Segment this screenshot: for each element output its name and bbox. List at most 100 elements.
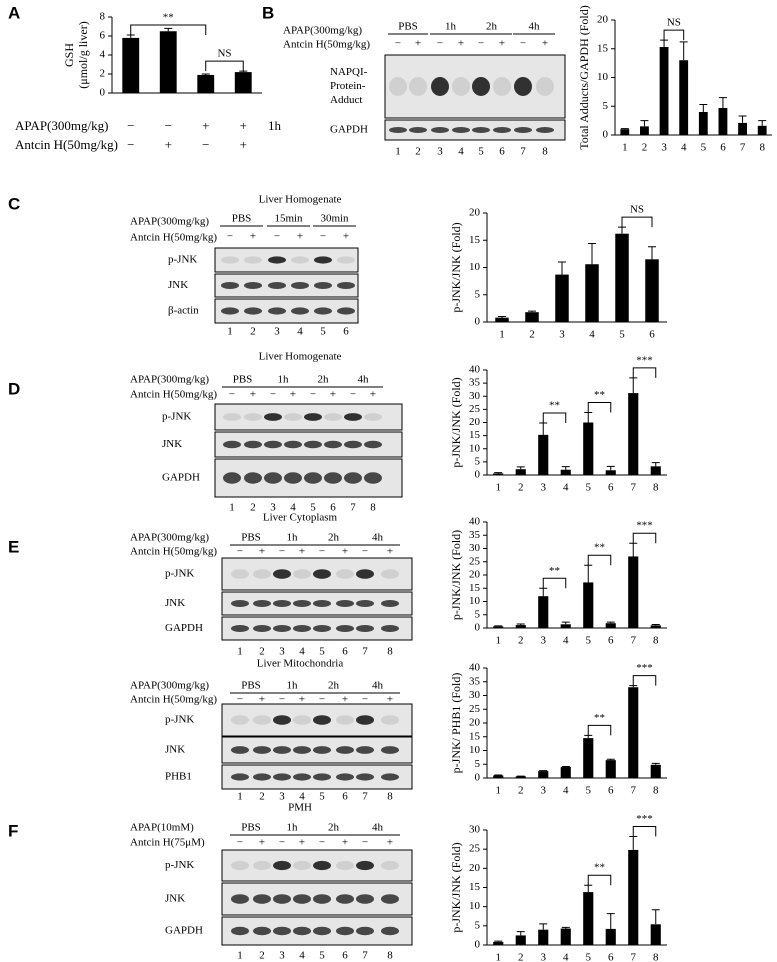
treatment-sign: − [478, 38, 484, 50]
significance-label: NS [630, 204, 644, 216]
bar [538, 929, 549, 945]
blot-band [244, 440, 262, 449]
treatment-sign: − [279, 694, 285, 706]
significance-bracket [542, 412, 567, 424]
bar [698, 112, 708, 135]
x-tick-label: 5 [619, 329, 625, 341]
y-tick-label: 20 [597, 14, 609, 26]
lane-number: 8 [542, 146, 548, 158]
blot-strip [214, 273, 359, 298]
treatment-label: Antcin H(50mg/kg) [130, 389, 217, 401]
x-tick-label: 2 [518, 785, 524, 797]
y-tick-label: 25 [469, 703, 481, 715]
y-tick-label: 0 [475, 622, 481, 634]
blot-band [231, 894, 249, 904]
error-bar [516, 466, 525, 470]
blot-band [472, 77, 490, 96]
y-tick-label: 4 [100, 49, 106, 61]
treatment-sign: − [319, 546, 325, 558]
row-label: Protein- [330, 80, 366, 92]
blot-band [336, 773, 354, 781]
x-tick-label: 6 [608, 952, 614, 962]
treatment-label: Antcin H(50mg/kg) [130, 232, 217, 244]
x-tick-label: 3 [661, 142, 667, 154]
x-tick-label: 6 [608, 482, 614, 494]
bar [628, 687, 639, 778]
blot-band [253, 600, 271, 607]
bar [493, 775, 504, 778]
blot-band [273, 569, 291, 579]
blot-band [231, 773, 249, 781]
treatment-sign: − [237, 837, 243, 849]
x-tick-label: 3 [541, 482, 547, 494]
x-tick-label: 4 [563, 952, 569, 962]
blot-band [336, 600, 354, 607]
treatment-sign: + [259, 837, 265, 849]
group-label: 2h [328, 680, 340, 692]
y-tick-label: 6 [100, 30, 106, 42]
error-bar [539, 770, 548, 772]
error-bar [618, 226, 626, 234]
x-tick-label: 2 [518, 635, 524, 647]
blot-band [268, 307, 286, 315]
blot-band [304, 440, 322, 449]
lane-number: 8 [387, 950, 393, 962]
y-tick-label: 25 [469, 843, 481, 855]
bar [659, 47, 669, 135]
significance-bracket [632, 826, 657, 837]
blot-band [293, 569, 311, 579]
blot-band [381, 600, 399, 607]
blot-band [304, 472, 322, 484]
lane-number: 1 [227, 326, 233, 338]
error-bar [651, 462, 660, 467]
blot-band [291, 282, 309, 289]
row-label: PHB1 [165, 771, 192, 783]
condition-sign: − [202, 137, 209, 152]
lane-number: 6 [499, 146, 505, 158]
lane-number: 3 [279, 791, 285, 803]
y-tick-label: 40 [469, 516, 481, 528]
blot-band [273, 600, 291, 607]
blot-band [231, 746, 249, 754]
blot-title: Liver Homogenate [259, 351, 342, 363]
treatment-sign: − [237, 546, 243, 558]
blot-band [381, 625, 399, 632]
bar [650, 764, 661, 778]
blot-band [221, 256, 239, 264]
condition-sign: − [127, 137, 134, 152]
y-axis-label: p-JNK/ PHB1 (Fold) [449, 673, 463, 774]
lane-number: 7 [362, 646, 368, 658]
blot-band [314, 282, 332, 289]
blot-band [264, 472, 282, 484]
blot-band [284, 413, 302, 421]
treatment-sign: − [395, 38, 401, 50]
x-tick-label: 8 [653, 482, 659, 494]
error-bar [651, 762, 660, 765]
row-label: p-JNK [165, 859, 194, 871]
error-bar [584, 884, 593, 893]
y-tick-label: 25 [469, 403, 481, 415]
lane-number: 4 [290, 502, 296, 514]
x-tick-label: 4 [563, 482, 569, 494]
bar [650, 924, 661, 945]
lane-number: 5 [310, 502, 316, 514]
row-label: p-JNK [162, 411, 191, 423]
treatment-sign: + [342, 837, 348, 849]
bar [605, 623, 616, 628]
y-tick-label: 5 [475, 455, 481, 467]
treatment-sign: + [499, 38, 505, 50]
x-tick-label: 1 [496, 952, 502, 962]
y-tick-label: 30 [469, 824, 481, 836]
blot-band [223, 440, 241, 449]
y-tick-label: 8 [100, 11, 106, 23]
blot-band [313, 926, 331, 936]
group-label: 1h [287, 680, 299, 692]
blot-band [313, 625, 331, 632]
bar [718, 107, 728, 135]
x-tick-label: 6 [649, 329, 655, 341]
bar [585, 264, 599, 322]
lane-number: 4 [297, 326, 303, 338]
blot-band [493, 77, 511, 96]
bar [495, 317, 509, 322]
blot-band [231, 926, 249, 936]
